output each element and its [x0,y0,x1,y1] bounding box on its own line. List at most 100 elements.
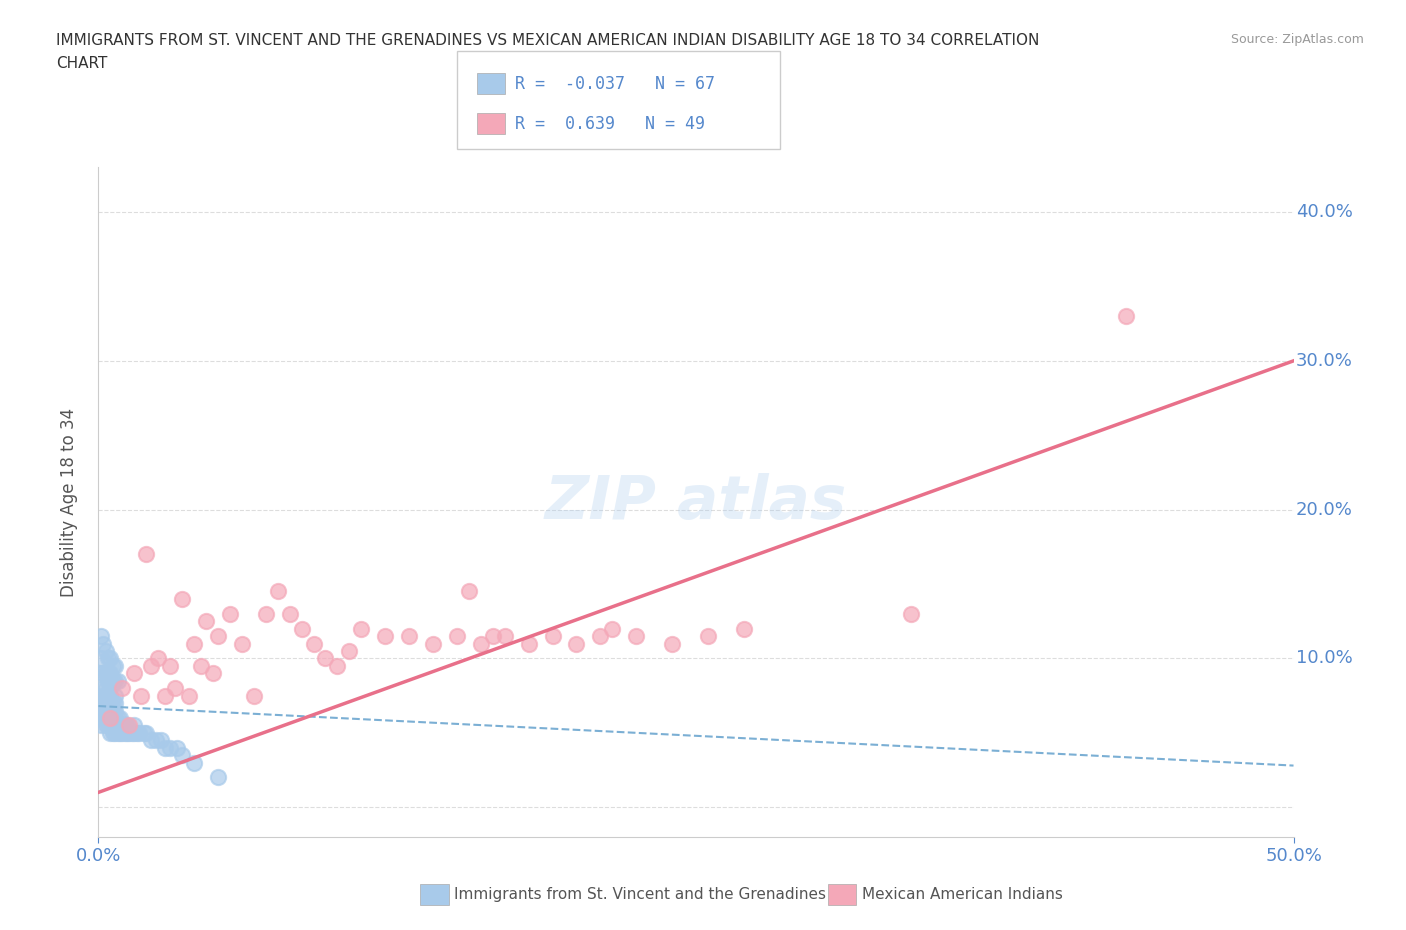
Point [202,666,225,681]
Point [172,748,194,763]
Point [98,725,122,740]
Point [481,629,505,644]
Point [624,629,647,644]
Point [207,770,229,785]
Point [114,725,136,740]
Point [135,547,157,562]
Point [125,725,148,740]
Point [194,614,217,629]
Point [90,718,112,733]
Text: 40.0%: 40.0% [1296,203,1353,221]
Point [172,591,194,606]
Point [131,688,153,703]
Point [91,696,114,711]
Point [114,718,136,733]
Point [101,711,124,725]
Point [159,740,181,755]
Point [107,725,129,740]
Point [94,711,117,725]
Point [94,681,117,696]
Point [94,644,117,658]
Point [97,688,120,703]
Point [183,636,205,651]
Point [219,606,242,621]
Point [118,725,141,740]
Point [94,718,117,733]
Point [108,711,131,725]
Point [589,629,612,644]
Point [132,725,155,740]
Point [124,718,146,733]
Point [115,718,138,733]
Point [98,718,122,733]
Point [91,711,114,725]
Text: ZIP atlas: ZIP atlas [546,472,846,532]
Point [697,629,720,644]
Point [90,629,112,644]
Point [111,725,134,740]
Text: 10.0%: 10.0% [1296,649,1353,668]
Point [155,740,177,755]
Point [733,621,755,636]
Point [302,636,325,651]
Text: R =  0.639   N = 49: R = 0.639 N = 49 [515,114,704,133]
Text: CHART: CHART [56,56,108,71]
Point [107,711,129,725]
Point [90,703,112,718]
Point [243,688,266,703]
Point [98,673,122,688]
Point [458,584,481,599]
Point [374,629,396,644]
Point [101,703,124,718]
Point [98,703,122,718]
Point [111,718,134,733]
Point [98,688,122,703]
Text: Source: ZipAtlas.com: Source: ZipAtlas.com [1230,33,1364,46]
Point [128,725,150,740]
Point [139,658,162,673]
Point [183,755,205,770]
Point [600,621,623,636]
Point [159,658,181,673]
Point [900,606,922,621]
Point [98,651,122,666]
Point [90,666,112,681]
Point [179,688,201,703]
Point [470,636,492,651]
Text: Immigrants from St. Vincent and the Grenadines: Immigrants from St. Vincent and the Gren… [454,887,827,902]
Point [166,740,188,755]
Point [104,725,127,740]
Point [104,673,127,688]
Point [350,621,373,636]
Point [101,718,124,733]
Text: IMMIGRANTS FROM ST. VINCENT AND THE GRENADINES VS MEXICAN AMERICAN INDIAN DISABI: IMMIGRANTS FROM ST. VINCENT AND THE GREN… [56,33,1039,47]
Point [98,681,122,696]
Point [97,711,120,725]
Point [398,629,420,644]
Point [115,725,138,740]
Point [163,681,186,696]
Point [98,711,122,725]
Point [91,666,114,681]
Point [148,651,170,666]
Point [101,673,124,688]
Point [1115,309,1137,324]
Point [94,666,117,681]
Point [139,733,162,748]
Point [190,658,212,673]
Point [145,733,167,748]
Point [97,651,120,666]
Point [97,696,120,711]
Point [91,703,114,718]
Point [107,718,129,733]
Point [94,688,117,703]
Point [661,636,683,651]
Point [101,725,124,740]
Point [104,658,127,673]
Text: R =  -0.037   N = 67: R = -0.037 N = 67 [515,74,714,93]
Point [91,681,114,696]
Y-axis label: Disability Age 18 to 34: Disability Age 18 to 34 [59,407,77,597]
Point [97,673,120,688]
Point [104,703,127,718]
Point [121,725,143,740]
